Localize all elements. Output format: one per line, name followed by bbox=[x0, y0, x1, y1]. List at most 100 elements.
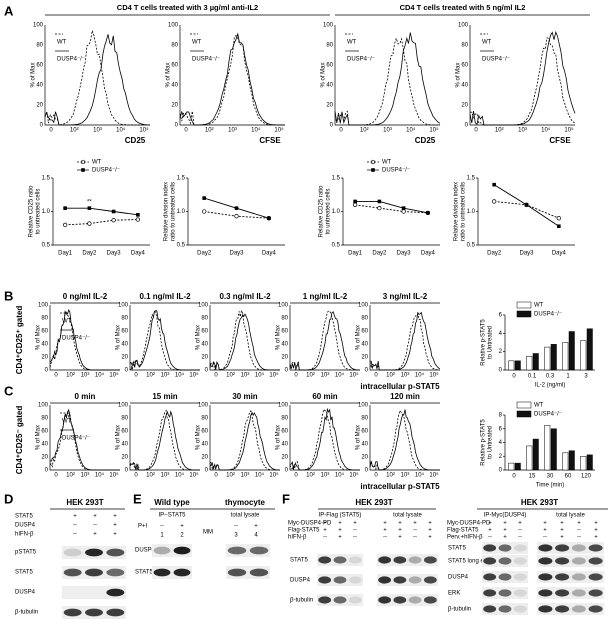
y-axis-label: % of Max bbox=[456, 62, 462, 87]
blot-label: β-tubulin bbox=[290, 598, 313, 604]
band bbox=[571, 557, 586, 565]
legend-label: DUSP4⁻/⁻ bbox=[534, 312, 562, 318]
band bbox=[378, 556, 392, 564]
x-axis-label: CFSE bbox=[549, 136, 571, 145]
band bbox=[423, 556, 437, 564]
x-tick-label: 10⁵ bbox=[189, 472, 199, 479]
bar bbox=[586, 328, 593, 371]
y-tick-label: 60 bbox=[461, 63, 468, 69]
y-tick-label: 100 bbox=[278, 303, 289, 309]
y-tick-label: 100 bbox=[278, 403, 289, 409]
legend-label: WT bbox=[92, 160, 102, 166]
x-tick-label: Day1 bbox=[58, 251, 73, 257]
lane-number: 1 bbox=[160, 533, 164, 539]
x-tick-label: 0.3 bbox=[546, 374, 555, 380]
histogram-curve bbox=[209, 309, 280, 371]
panel-label: D bbox=[4, 491, 13, 506]
y-tick-label: 6 bbox=[499, 426, 503, 432]
y-tick-label: 60 bbox=[361, 429, 368, 435]
legend-swatch bbox=[516, 310, 532, 318]
y-axis-label: to Untreated bbox=[488, 326, 494, 359]
sign: -- bbox=[323, 535, 327, 541]
y-tick-label: 1.5 bbox=[332, 176, 341, 182]
legend-label: DUSP4⁻/⁻ bbox=[534, 412, 562, 418]
histogram-curve bbox=[289, 407, 360, 471]
blot bbox=[537, 603, 604, 615]
blot bbox=[537, 542, 604, 554]
legend-label: WT bbox=[57, 40, 67, 46]
bar bbox=[568, 450, 575, 471]
sign: -- bbox=[543, 535, 547, 541]
y-tick-label: 60 bbox=[281, 329, 288, 335]
y-tick-label: 0.5 bbox=[42, 243, 51, 249]
y-axis-label: Relative p-STAT5 bbox=[481, 419, 487, 466]
band bbox=[513, 589, 527, 597]
band bbox=[538, 573, 553, 581]
x-tick-label: 0 bbox=[214, 373, 218, 379]
blot bbox=[537, 571, 604, 583]
x-tick-label: Day3 bbox=[397, 251, 412, 257]
band bbox=[153, 546, 171, 555]
x-tick-label: 10² bbox=[306, 373, 315, 379]
histogram-curve bbox=[209, 411, 281, 471]
x-tick-label: Day4 bbox=[421, 251, 436, 257]
series-line bbox=[65, 207, 138, 216]
y-tick-label: 100 bbox=[358, 403, 369, 409]
row-label: CD4⁺CD25⁺ gated bbox=[15, 306, 24, 375]
legend-label: DUSP4⁻/⁻ bbox=[57, 57, 85, 63]
y-axis-label: % of Max bbox=[166, 62, 172, 87]
band bbox=[63, 548, 82, 557]
histogram-curve bbox=[289, 311, 361, 372]
sign: -- bbox=[73, 523, 77, 529]
y-tick-label: 0 bbox=[499, 368, 503, 374]
band bbox=[571, 589, 586, 597]
band bbox=[498, 557, 512, 565]
y-tick-label: 20 bbox=[326, 103, 333, 109]
sign: + bbox=[398, 521, 402, 527]
band bbox=[318, 556, 332, 564]
y-tick-label: 1.5 bbox=[42, 176, 51, 182]
x-tick-label: 10⁴ bbox=[95, 472, 105, 479]
band bbox=[393, 576, 407, 584]
y-tick-label: 80 bbox=[121, 416, 128, 422]
sign: + bbox=[503, 535, 507, 541]
y-tick-label: 2 bbox=[499, 349, 503, 355]
blot-label: STAT5 bbox=[290, 558, 308, 564]
point bbox=[377, 199, 382, 204]
series-line bbox=[355, 201, 428, 214]
legend-label: DUSP4⁻/⁻ bbox=[192, 57, 220, 63]
bar bbox=[550, 428, 557, 471]
x-tick-label: 10⁴ bbox=[175, 372, 185, 379]
y-axis-label: % of Max bbox=[196, 425, 202, 450]
y-tick-label: 20 bbox=[201, 355, 208, 361]
band bbox=[393, 596, 407, 604]
series-line bbox=[65, 219, 138, 226]
y-tick-label: 20 bbox=[41, 455, 48, 461]
band bbox=[498, 544, 512, 552]
sign: + bbox=[543, 521, 547, 527]
sign: -- bbox=[518, 535, 522, 541]
sign: + bbox=[383, 528, 387, 534]
blot-label: β-tubulin bbox=[448, 607, 471, 613]
x-tick-label: 10⁴ bbox=[415, 372, 425, 379]
sign: + bbox=[594, 535, 598, 541]
group-label: IP-Flag (STAT5) bbox=[319, 513, 362, 519]
y-tick-label: 0 bbox=[465, 123, 469, 129]
y-axis-label: Relative CD25 ratio bbox=[29, 185, 35, 238]
histogram-curve bbox=[49, 309, 120, 371]
band bbox=[227, 546, 247, 555]
y-tick-label: 20 bbox=[171, 103, 178, 109]
y-tick-label: 20 bbox=[121, 455, 128, 461]
x-tick-label: 10⁵ bbox=[429, 472, 439, 479]
y-tick-label: 80 bbox=[36, 43, 43, 49]
x-tick-label: 10³ bbox=[321, 473, 330, 479]
y-tick-label: 20 bbox=[41, 355, 48, 361]
histogram-curve bbox=[369, 312, 441, 371]
y-tick-label: 100 bbox=[38, 303, 49, 309]
x-tick-label: 10² bbox=[386, 373, 395, 379]
sign: + bbox=[428, 528, 432, 534]
sign: + bbox=[113, 514, 117, 520]
y-tick-label: 60 bbox=[121, 429, 128, 435]
band bbox=[571, 544, 586, 552]
y-tick-label: 0.5 bbox=[467, 243, 476, 249]
